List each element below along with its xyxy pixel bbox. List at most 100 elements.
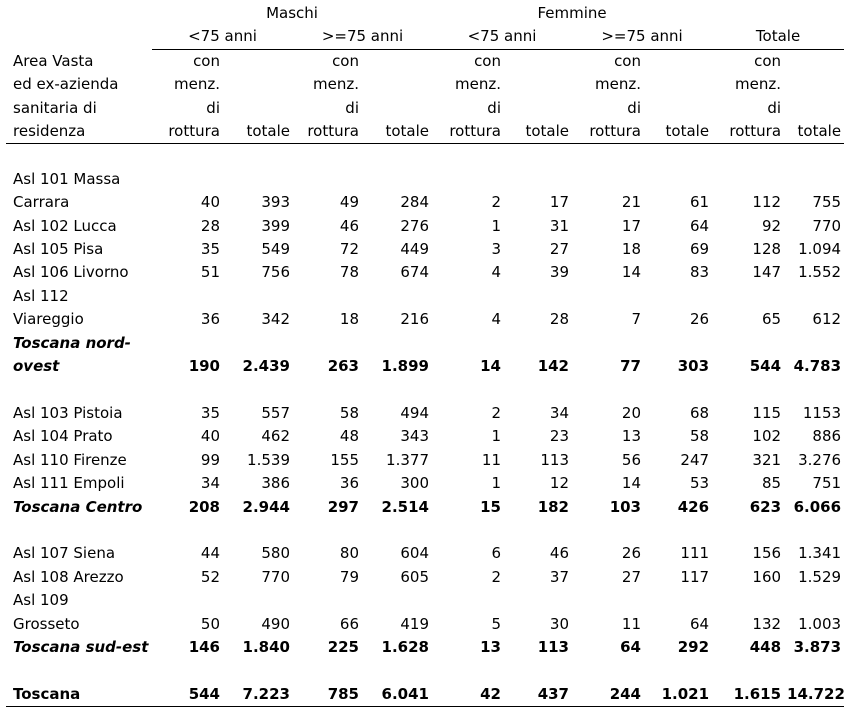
table-cell: 56 (621, 450, 641, 469)
column-header-con-menz-di-rottura: rottura (432, 120, 504, 145)
header-row-groups: Maschi Femmine (6, 2, 844, 25)
table-cell: 21 (621, 193, 641, 212)
header-row-columns: Area Vasta con con con con con (6, 49, 844, 73)
table-cell: 247 (680, 450, 710, 469)
table-cell: 785 (293, 682, 362, 708)
table-cell: 44 (200, 544, 220, 563)
column-header-con-menz-di-rottura: di (627, 98, 641, 117)
table-row: Viareggio 36 342 18 216 4 28 7 26 65 612 (6, 308, 844, 331)
table-cell: 1.094 (798, 240, 842, 259)
subgroup-header-femmine-lt75: <75 anni (432, 25, 572, 50)
table-cell: 393 (261, 193, 290, 212)
table-cell (223, 285, 293, 308)
table-cell: 34 (200, 474, 220, 493)
table-cell: 2.439 (242, 357, 290, 376)
column-header-totale (504, 73, 572, 96)
table-cell: 6.066 (793, 497, 842, 516)
table-cell (572, 589, 644, 612)
table-row: Asl 102 Lucca 28 399 46 276 1 31 17 64 92 770 (6, 215, 844, 238)
spacer-row (6, 378, 844, 401)
column-header-totale: totale (504, 120, 572, 145)
column-header-totale (223, 73, 293, 96)
table-row: Grosseto 50 490 66 419 5 30 11 64 132 1.003 (6, 613, 844, 636)
table-cell: 17 (621, 216, 641, 235)
asl-label: Grosseto (13, 614, 80, 633)
table-row: Asl 104 Prato 40 462 48 343 1 23 13 58 102 886 (6, 425, 844, 448)
column-header-con-menz-di-rottura: rottura (152, 120, 223, 145)
table-row: Asl 107 Siena 44 580 80 604 6 46 26 111 156 1.341 (6, 542, 844, 565)
table-cell: 297 (327, 497, 359, 516)
column-header-con-menz-di-rottura: con (193, 51, 220, 70)
table-cell: 886 (812, 427, 842, 446)
table-cell: 79 (339, 567, 359, 586)
table-cell (432, 168, 504, 191)
table-cell: 13 (621, 427, 641, 446)
table-cell: 42 (432, 682, 504, 708)
table-cell: 11 (481, 450, 501, 469)
table-cell: 216 (400, 310, 429, 329)
table-cell: 604 (400, 544, 429, 563)
table-cell: 1 (491, 216, 501, 235)
column-header-con-menz-di-rottura: rottura (293, 120, 362, 145)
table-cell: 40 (200, 427, 220, 446)
table-cell: 4 (491, 263, 501, 282)
table-cell: 1 (491, 427, 501, 446)
table-cell: 321 (752, 450, 782, 469)
table-cell: 437 (504, 682, 572, 708)
subgroup-header-totale: Totale (712, 25, 845, 50)
area-vasta-label: Toscana sud-est (13, 637, 149, 656)
table-cell: 26 (621, 544, 641, 563)
column-header-con-menz-di-rottura: menz. (313, 75, 359, 94)
table-cell: 449 (400, 240, 429, 259)
subtotal-row: ovest 190 2.439 263 1.899 14 142 77 303 544 4.783 (6, 355, 844, 378)
table-cell: 113 (537, 637, 569, 656)
table-cell: 23 (549, 427, 569, 446)
table-cell: 34 (549, 403, 569, 422)
table-cell (572, 285, 644, 308)
table-cell: 2.944 (242, 497, 290, 516)
table-row: Carrara 40 393 49 284 2 17 21 61 112 755 (6, 191, 844, 214)
table-cell: 2 (491, 567, 501, 586)
table-cell: 303 (677, 357, 710, 376)
table-cell: 674 (400, 263, 429, 282)
table-cell: 92 (761, 216, 782, 235)
table-cell: 244 (572, 682, 644, 708)
table-cell: 51 (200, 263, 220, 282)
column-header-con-menz-di-rottura: di (487, 98, 501, 117)
table-cell: 27 (621, 567, 641, 586)
area-vasta-label: Toscana Centro (13, 497, 143, 516)
table-cell (432, 332, 504, 355)
table-cell: 99 (200, 450, 220, 469)
table-row: Asl 101 Massa (6, 168, 844, 191)
table-cell: 1.003 (798, 614, 842, 633)
table-cell (644, 332, 712, 355)
column-header-con-menz-di-rottura: menz. (735, 75, 782, 94)
column-header-totale: totale (644, 120, 713, 145)
table-cell (644, 589, 712, 612)
table-cell: 115 (752, 403, 782, 422)
table-cell (223, 332, 293, 355)
table-cell: 12 (549, 474, 569, 493)
table-cell: 426 (677, 497, 710, 516)
table-cell: 1.529 (798, 567, 842, 586)
table-cell: 544 (749, 357, 782, 376)
table-cell: 160 (752, 567, 782, 586)
asl-label: Viareggio (13, 310, 84, 329)
area-vasta-label: ovest (13, 357, 60, 376)
column-header-totale: totale (784, 120, 845, 145)
table-cell: 14.722 (784, 682, 845, 708)
table-cell: 549 (261, 240, 290, 259)
column-header-totale (362, 49, 432, 73)
asl-label: Asl 106 Livorno (13, 263, 129, 282)
subtotal-row: Toscana sud-est 146 1.840 225 1.628 13 113 64 29… (6, 636, 844, 659)
table-cell (362, 168, 432, 191)
header-row-subgroups: <75 anni >=75 anni <75 anni >=75 anni To… (6, 25, 845, 50)
table-cell: 1.628 (381, 637, 429, 656)
subtotal-row: Toscana Centro 208 2.944 297 2.514 15 182 103 42… (6, 496, 844, 519)
row-label-header: residenza (6, 120, 152, 145)
table-cell: 7.223 (223, 682, 293, 708)
subgroup-header-maschi-ge75: >=75 anni (293, 25, 432, 50)
header-row-columns: residenza rottura totale rottura totale rottu… (6, 120, 845, 145)
table-cell: 117 (680, 567, 710, 586)
table-cell: 61 (689, 193, 710, 212)
